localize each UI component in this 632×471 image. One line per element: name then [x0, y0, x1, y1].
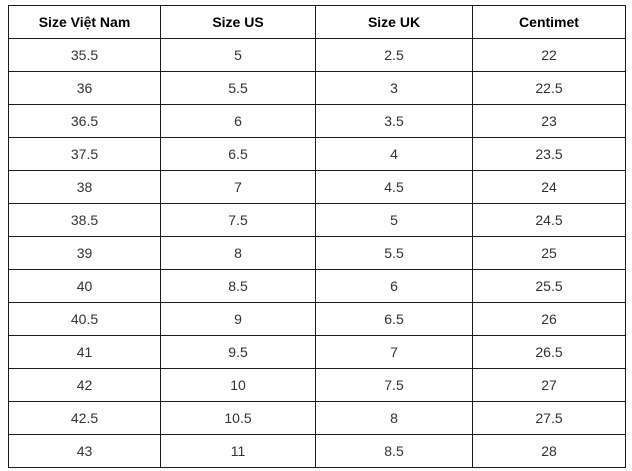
table-cell: 5 — [160, 38, 316, 72]
table-cell: 37.5 — [8, 137, 161, 171]
table-cell: 39 — [8, 236, 161, 270]
table-cell: 3.5 — [315, 104, 473, 138]
table-cell: 23 — [472, 104, 626, 138]
column-header-size-uk: Size UK — [315, 5, 473, 39]
table-cell: 23.5 — [472, 137, 626, 171]
table-cell: 26.5 — [472, 335, 626, 369]
table-cell: 7.5 — [315, 368, 473, 402]
table-row: 40 8.5 6 25.5 — [8, 269, 626, 303]
table-cell: 42 — [8, 368, 161, 402]
table-cell: 7 — [315, 335, 473, 369]
table-cell: 7.5 — [160, 203, 316, 237]
table-cell: 26 — [472, 302, 626, 336]
column-header-size-vietnam: Size Việt Nam — [8, 5, 161, 39]
table-cell: 7 — [160, 170, 316, 204]
table-body: 35.5 5 2.5 22 36 5.5 3 22.5 36.5 6 3.5 23 37.5 6.5 4 23… — [8, 38, 626, 468]
table-row: 43 11 8.5 28 — [8, 434, 626, 468]
table-row: 42.5 10.5 8 27.5 — [8, 401, 626, 435]
table-row: 37.5 6.5 4 23.5 — [8, 137, 626, 171]
table-cell: 8.5 — [160, 269, 316, 303]
table-cell: 22.5 — [472, 71, 626, 105]
table-cell: 8 — [160, 236, 316, 270]
table-cell: 4.5 — [315, 170, 473, 204]
header-row: Size Việt Nam Size US Size UK Centimet — [8, 5, 626, 39]
table-row: 38.5 7.5 5 24.5 — [8, 203, 626, 237]
table-row: 38 7 4.5 24 — [8, 170, 626, 204]
table-cell: 27 — [472, 368, 626, 402]
table-cell: 43 — [8, 434, 161, 468]
table-cell: 36.5 — [8, 104, 161, 138]
table-cell: 41 — [8, 335, 161, 369]
table-cell: 6 — [315, 269, 473, 303]
table-cell: 8 — [315, 401, 473, 435]
table-cell: 40.5 — [8, 302, 161, 336]
table-cell: 6.5 — [315, 302, 473, 336]
table-cell: 10.5 — [160, 401, 316, 435]
table-cell: 3 — [315, 71, 473, 105]
table-cell: 8.5 — [315, 434, 473, 468]
table-cell: 25 — [472, 236, 626, 270]
table-cell: 36 — [8, 71, 161, 105]
table-cell: 38.5 — [8, 203, 161, 237]
table-cell: 4 — [315, 137, 473, 171]
table-cell: 6.5 — [160, 137, 316, 171]
table-cell: 5.5 — [160, 71, 316, 105]
table-cell: 40 — [8, 269, 161, 303]
table-cell: 9.5 — [160, 335, 316, 369]
table-cell: 5 — [315, 203, 473, 237]
table-cell: 5.5 — [315, 236, 473, 270]
table-cell: 22 — [472, 38, 626, 72]
table-cell: 38 — [8, 170, 161, 204]
table-cell: 6 — [160, 104, 316, 138]
column-header-size-us: Size US — [160, 5, 316, 39]
table-row: 35.5 5 2.5 22 — [8, 38, 626, 72]
table-row: 36.5 6 3.5 23 — [8, 104, 626, 138]
table-cell: 28 — [472, 434, 626, 468]
table-cell: 25.5 — [472, 269, 626, 303]
table-cell: 35.5 — [8, 38, 161, 72]
table-cell: 9 — [160, 302, 316, 336]
table-row: 36 5.5 3 22.5 — [8, 71, 626, 105]
table-row: 41 9.5 7 26.5 — [8, 335, 626, 369]
table-cell: 2.5 — [315, 38, 473, 72]
table-cell: 42.5 — [8, 401, 161, 435]
table-cell: 11 — [160, 434, 316, 468]
table-row: 40.5 9 6.5 26 — [8, 302, 626, 336]
table-cell: 27.5 — [472, 401, 626, 435]
size-conversion-table: Size Việt Nam Size US Size UK Centimet 3… — [8, 5, 626, 468]
table-cell: 24.5 — [472, 203, 626, 237]
table-row: 42 10 7.5 27 — [8, 368, 626, 402]
column-header-centimet: Centimet — [472, 5, 626, 39]
table-cell: 24 — [472, 170, 626, 204]
table-cell: 10 — [160, 368, 316, 402]
table-row: 39 8 5.5 25 — [8, 236, 626, 270]
